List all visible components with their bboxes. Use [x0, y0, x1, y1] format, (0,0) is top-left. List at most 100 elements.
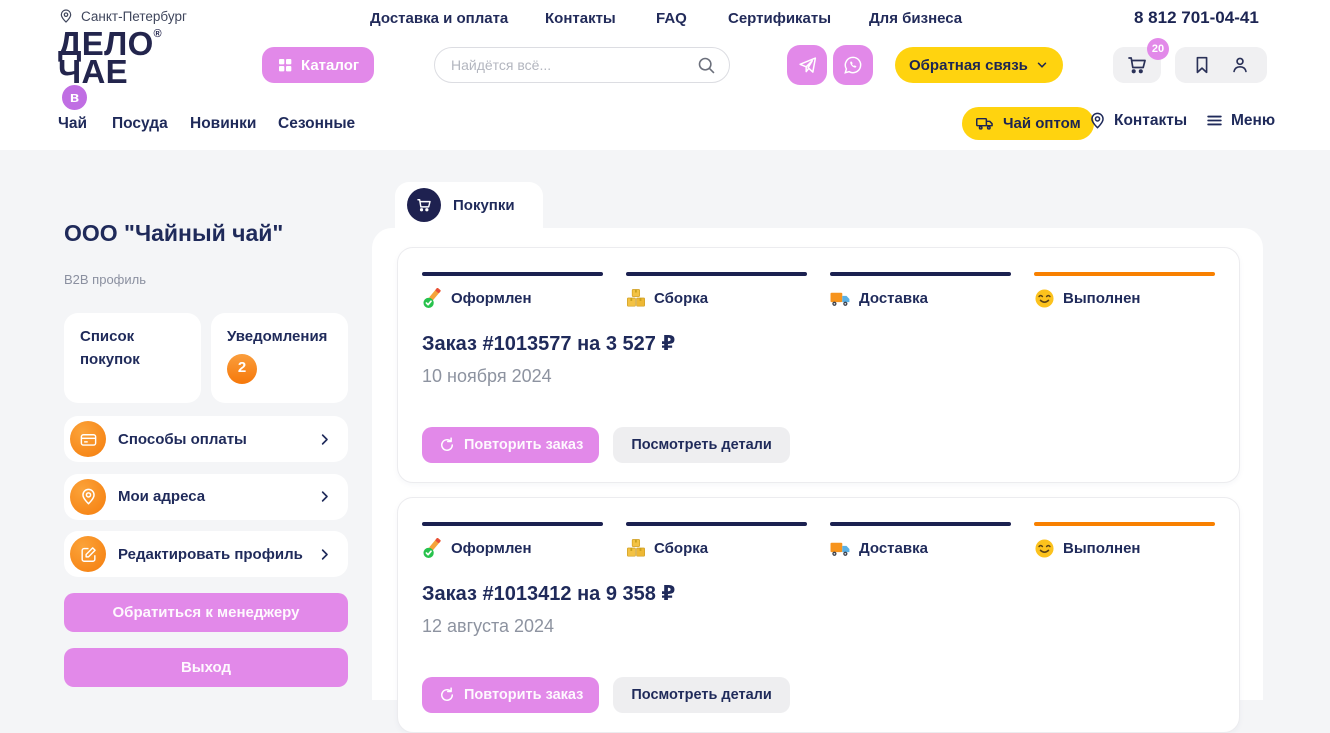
sidebar-item-label: Редактировать профиль: [118, 545, 303, 563]
sidebar-item-label: Способы оплаты: [118, 430, 247, 448]
profile-type-label: B2B профиль: [64, 272, 146, 287]
order-step-placed: Оформлен: [422, 272, 603, 309]
order-step-completed: Выполнен: [1034, 272, 1215, 309]
logo-badge: в: [60, 83, 89, 112]
step-label: Оформлен: [451, 540, 532, 557]
search-icon[interactable]: [696, 55, 717, 76]
nav-tea[interactable]: Чай: [58, 115, 88, 132]
whatsapp-button[interactable]: [833, 45, 873, 85]
step-progress-bar: [422, 272, 603, 276]
catalog-label: Каталог: [301, 56, 360, 74]
purchases-panel: Оформлен Сборка: [372, 228, 1263, 733]
phone-number[interactable]: 8 812 701-04-41: [1134, 8, 1259, 27]
toplink-certificates[interactable]: Сертификаты: [728, 10, 832, 27]
step-label: Сборка: [654, 289, 709, 307]
toplink-faq[interactable]: FAQ: [656, 10, 687, 27]
refresh-icon: [438, 436, 456, 454]
view-details-label: Посмотреть детали: [631, 437, 772, 453]
step-label: Доставка: [859, 290, 928, 307]
nav-menu[interactable]: Меню: [1205, 111, 1275, 130]
order-date: 12 августа 2024: [422, 616, 555, 636]
cart-button[interactable]: 20: [1113, 38, 1169, 83]
logout-button[interactable]: Выход: [64, 648, 348, 687]
bookmark-icon[interactable]: [1191, 54, 1213, 76]
user-utilities: [1175, 47, 1267, 83]
repeat-order-button[interactable]: Повторить заказ: [422, 427, 600, 463]
notifications-card[interactable]: Уведомления 2: [211, 313, 348, 403]
toplink-delivery[interactable]: Доставка и оплата: [370, 10, 509, 27]
step-progress-bar: [1034, 272, 1215, 276]
tab-purchases-label: Покупки: [453, 196, 515, 214]
nav-menu-label: Меню: [1231, 111, 1276, 129]
order-title: Заказ #1013577 на 3 527 ₽: [422, 333, 676, 355]
order-progress-steps: Оформлен Сборка: [422, 272, 1215, 309]
nav-contacts-label: Контакты: [1114, 111, 1188, 129]
chevron-right-icon: [317, 489, 332, 504]
contact-manager-label: Обратиться к менеджеру: [112, 604, 300, 621]
telegram-icon: [797, 55, 818, 76]
whatsapp-icon: [842, 54, 864, 76]
profile-icon[interactable]: [1229, 54, 1251, 76]
refresh-icon: [438, 686, 456, 704]
location-pin-icon: [58, 8, 74, 24]
telegram-button[interactable]: [787, 45, 827, 85]
step-progress-bar: [626, 522, 807, 526]
nav-dishes[interactable]: Посуда: [112, 115, 168, 132]
sidebar-item-my-addresses[interactable]: Мои адреса: [64, 473, 348, 520]
order-step-assembly: Сборка: [626, 272, 807, 309]
sidebar-menu: Способы оплаты Мои адреса Редактировать: [64, 416, 348, 589]
step-progress-bar: [830, 522, 1011, 526]
logo-word-top: ДЕЛО: [58, 25, 154, 62]
search-bar: [434, 47, 730, 83]
edit-icon: [70, 536, 106, 572]
toplink-contacts[interactable]: Контакты: [545, 10, 616, 27]
grid-icon: [277, 57, 293, 73]
shopping-list-card[interactable]: Список покупок: [64, 313, 201, 403]
order-date: 10 ноября 2024: [422, 366, 552, 386]
assembly-boxes-icon: [626, 538, 646, 558]
step-label: Выполнен: [1063, 540, 1141, 557]
order-actions: Повторить заказ Посмотреть детали: [422, 427, 1215, 463]
cart-icon: [407, 188, 441, 222]
payment-card-icon: [70, 421, 106, 457]
registered-mark: ®: [153, 28, 162, 40]
view-details-button[interactable]: Посмотреть детали: [613, 427, 790, 463]
contact-manager-button[interactable]: Обратиться к менеджеру: [64, 593, 348, 632]
toplink-business[interactable]: Для бизнеса: [869, 10, 963, 27]
repeat-order-label: Повторить заказ: [464, 687, 584, 703]
step-label: Оформлен: [451, 290, 532, 307]
wholesale-button[interactable]: Чай оптом: [962, 107, 1094, 140]
sidebar-quick-cards: Список покупок Уведомления 2: [64, 313, 348, 403]
search-input[interactable]: [451, 57, 696, 73]
logo[interactable]: ДЕЛО® ЧАЕ в: [58, 27, 162, 112]
nav-contacts[interactable]: Контакты: [1088, 111, 1187, 130]
logout-label: Выход: [180, 659, 232, 676]
nav-seasonal[interactable]: Сезонные: [278, 115, 356, 132]
step-progress-bar: [422, 522, 603, 526]
catalog-button[interactable]: Каталог: [262, 47, 375, 83]
city-selector[interactable]: Санкт-Петербург: [58, 8, 187, 24]
view-details-button[interactable]: Посмотреть детали: [613, 677, 790, 713]
order-step-completed: Выполнен: [1034, 522, 1215, 559]
repeat-order-label: Повторить заказ: [464, 437, 584, 453]
sidebar-item-payment-methods[interactable]: Способы оплаты: [64, 416, 348, 462]
sidebar-item-edit-profile[interactable]: Редактировать профиль: [64, 531, 348, 577]
order-card: Оформлен Сборка: [397, 247, 1240, 483]
nav-new[interactable]: Новинки: [190, 115, 257, 132]
view-details-label: Посмотреть детали: [631, 687, 772, 703]
wholesale-label: Чай оптом: [1003, 115, 1081, 132]
step-progress-bar: [1034, 522, 1215, 526]
hamburger-icon: [1205, 111, 1224, 130]
shopping-list-label: Список покупок: [80, 328, 140, 368]
truck-icon: [975, 113, 996, 134]
repeat-order-button[interactable]: Повторить заказ: [422, 677, 600, 713]
order-actions: Повторить заказ Посмотреть детали: [422, 677, 1215, 713]
chevron-down-icon: [1035, 58, 1049, 72]
step-label: Сборка: [654, 539, 709, 557]
location-pin-icon: [1088, 111, 1107, 130]
order-progress-steps: Оформлен Сборка: [422, 522, 1215, 559]
logo-word-bottom: ЧАЕ: [58, 52, 128, 90]
feedback-button[interactable]: Обратная связь: [895, 47, 1063, 83]
tab-purchases[interactable]: Покупки: [395, 182, 543, 228]
